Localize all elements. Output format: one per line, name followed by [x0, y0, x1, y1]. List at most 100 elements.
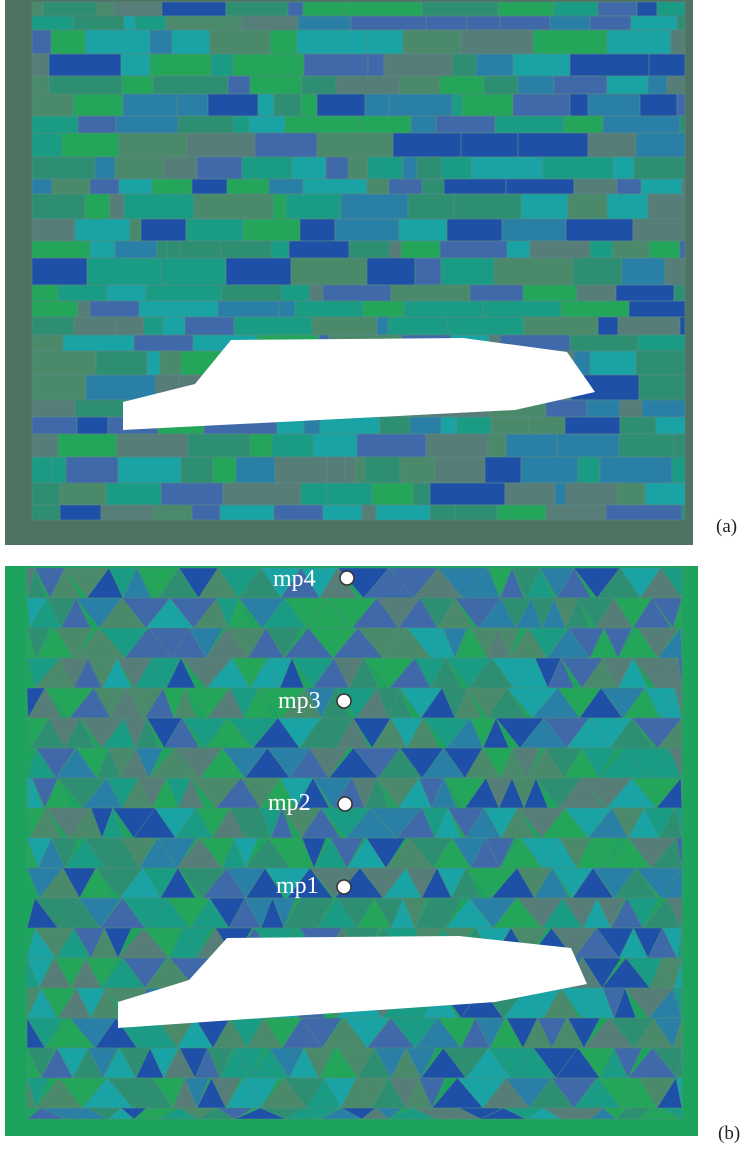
mesh-cell: [442, 627, 468, 659]
mesh-cell: [31, 350, 97, 376]
mesh-cell: [679, 240, 686, 259]
mesh-cell: [656, 1, 686, 17]
mesh-cell: [278, 300, 296, 318]
mesh-cell: [500, 807, 536, 839]
mesh-cell: [644, 482, 686, 506]
mesh-cell: [371, 482, 414, 506]
mesh-cell: [405, 1047, 437, 1079]
mesh-cell: [356, 1077, 388, 1109]
mesh-cell: [241, 156, 293, 180]
mesh-cell: [606, 193, 649, 220]
mesh-cell: [31, 156, 96, 180]
mesh-cell: [589, 350, 637, 376]
mesh-cell: [272, 897, 296, 929]
mesh-cell: [184, 1077, 210, 1109]
mesh-cell: [31, 334, 64, 352]
mp-marker: [339, 570, 355, 586]
mesh-cell: [301, 75, 337, 95]
mesh-cell: [114, 240, 158, 259]
mesh-cell: [517, 75, 555, 95]
monitoring-point-mp1: mp1: [276, 873, 352, 899]
mesh-cell: [36, 747, 76, 779]
mesh-cell: [673, 284, 686, 302]
mesh-cell: [31, 193, 86, 220]
mesh-cell: [257, 93, 275, 117]
mesh-cell: [565, 482, 618, 506]
mesh-cell: [451, 867, 481, 899]
quad-mesh-panel: [5, 0, 693, 545]
mesh-cell: [542, 156, 614, 180]
mesh-cell: [681, 178, 686, 195]
mesh-cell: [85, 374, 157, 401]
mesh-cell: [31, 416, 78, 435]
mp-marker: [336, 693, 352, 709]
monitoring-point-mp4: mp4: [273, 566, 355, 592]
mesh-cell: [400, 240, 441, 259]
mesh-cell: [612, 240, 650, 259]
mesh-cell: [77, 300, 91, 318]
mesh-cell: [302, 1, 346, 17]
mesh-cell: [375, 504, 431, 521]
mesh-cell: [62, 334, 135, 352]
mesh-cell: [268, 178, 304, 195]
mp-label: mp2: [268, 790, 311, 816]
mesh-cell: [460, 132, 519, 158]
mesh-cell: [483, 75, 519, 95]
mesh-cell: [242, 218, 301, 242]
mesh-cell: [606, 75, 649, 95]
mesh-cell: [235, 456, 276, 484]
mesh-cell: [664, 257, 686, 286]
mesh-cell: [233, 316, 313, 336]
obstacle-shape: [118, 936, 587, 1028]
mesh-cell: [564, 416, 621, 435]
mesh-cell: [50, 29, 86, 55]
mesh-cell: [134, 747, 164, 779]
mesh-cell: [379, 416, 411, 435]
mesh-cell: [113, 1, 163, 17]
mesh-cell: [109, 193, 125, 220]
mesh-cell: [225, 257, 292, 286]
mesh-cell: [597, 316, 619, 336]
mesh-cell: [311, 316, 378, 336]
mesh-cell: [156, 240, 168, 259]
mesh-cell: [121, 837, 157, 869]
mesh-cell: [31, 132, 63, 158]
mesh-cell: [512, 93, 571, 117]
mesh-cell: [632, 218, 686, 242]
mesh-cell: [361, 504, 377, 521]
mesh-cell: [520, 456, 579, 484]
mesh-cell: [122, 957, 168, 989]
mesh-cell: [84, 193, 111, 220]
mesh-cell: [118, 132, 188, 158]
mesh-cell: [187, 433, 251, 458]
mesh-cell: [322, 284, 392, 302]
mesh-cell: [545, 504, 607, 521]
mesh-cell: [179, 240, 222, 259]
mesh-cell: [161, 1, 227, 17]
mesh-cell: [468, 897, 518, 929]
mesh-cell: [597, 1, 638, 17]
mesh-cell: [31, 284, 59, 302]
mesh-cell: [485, 837, 515, 869]
mesh-cell: [72, 93, 124, 117]
mesh-cell: [145, 284, 223, 302]
mesh-cell: [186, 132, 256, 158]
mesh-cell: [94, 156, 116, 180]
mesh-cell: [626, 1107, 650, 1120]
mesh-cell: [319, 416, 381, 435]
mesh-cell: [560, 300, 630, 318]
mesh-cell: [399, 456, 436, 484]
mesh-cell: [648, 240, 681, 259]
mesh-cell: [340, 193, 409, 220]
mesh-cell: [31, 218, 76, 242]
mesh-cell: [366, 29, 404, 55]
panel-label-a: (a): [716, 516, 738, 537]
mesh-cell: [106, 284, 147, 302]
mesh-cell: [470, 156, 544, 180]
mesh-cell: [440, 156, 472, 180]
mesh-cell: [356, 433, 427, 458]
mesh-cell: [679, 115, 686, 134]
mesh-cell: [603, 627, 633, 659]
mesh-cell: [616, 482, 646, 506]
mesh-cell: [612, 156, 635, 180]
